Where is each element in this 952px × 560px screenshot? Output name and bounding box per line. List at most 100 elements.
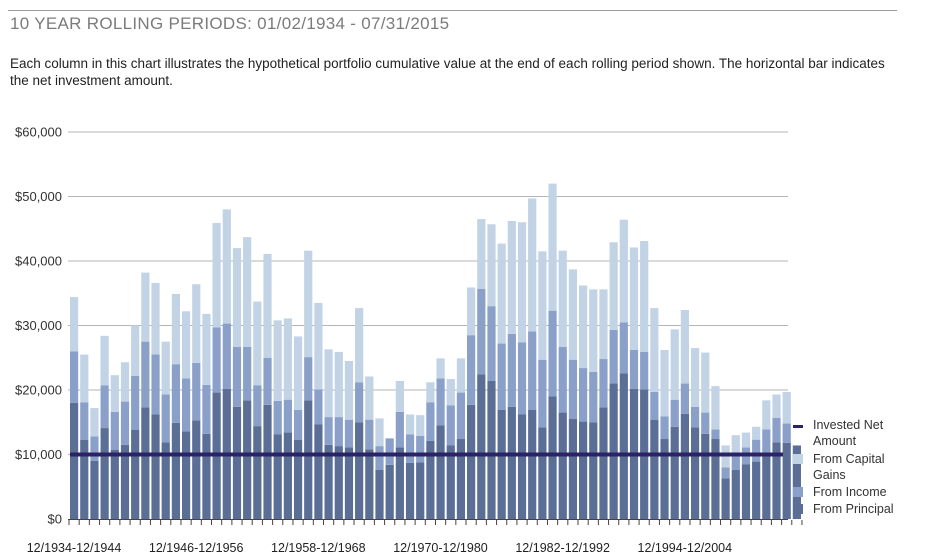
chart-title: 10 YEAR ROLLING PERIODS: 01/02/1934 - 07… <box>10 14 450 33</box>
bar-principal <box>741 464 751 519</box>
bar-income <box>548 310 557 397</box>
top-rule <box>8 10 897 11</box>
x-tick-label: 12/1946-12/1956 <box>149 541 244 555</box>
bar-principal <box>446 445 455 519</box>
bar-capital-gains <box>161 341 170 395</box>
bar-principal <box>772 442 781 519</box>
x-tick-label: 12/1994-12/2004 <box>638 541 733 555</box>
bar-principal <box>192 420 201 519</box>
bar-capital-gains <box>355 308 364 383</box>
bar-capital-gains <box>395 380 404 412</box>
bar-principal <box>253 426 262 519</box>
bar-income <box>355 382 364 423</box>
bar-income <box>711 429 720 440</box>
bar-capital-gains <box>232 248 242 347</box>
bar-capital-gains <box>405 414 415 435</box>
bar-capital-gains <box>80 354 89 403</box>
bar-income <box>701 412 710 434</box>
bar-income <box>467 335 476 405</box>
bar-capital-gains <box>609 242 618 331</box>
bar-income <box>110 411 119 450</box>
bar-income <box>324 417 333 445</box>
bar-principal <box>507 406 516 519</box>
bar-principal <box>181 431 191 519</box>
bar-principal <box>365 449 374 519</box>
bar-principal <box>90 460 99 519</box>
y-tick-label: $40,000 <box>15 254 62 269</box>
bar-principal <box>731 469 740 519</box>
bar-capital-gains <box>680 310 689 384</box>
bar-income <box>426 402 435 441</box>
x-tick-label: 12/1934-12/1944 <box>27 541 122 555</box>
bar-capital-gains <box>507 221 516 334</box>
legend-swatch <box>793 487 803 497</box>
bar-capital-gains <box>131 325 140 376</box>
bar-capital-gains <box>579 285 588 369</box>
bar-income <box>344 419 354 448</box>
bar-principal <box>721 478 730 519</box>
bar-capital-gains <box>243 237 252 347</box>
bar-capital-gains <box>446 379 455 406</box>
bar-capital-gains <box>629 247 639 351</box>
bar-income <box>579 368 588 422</box>
bar-income <box>487 306 496 381</box>
bar-principal <box>273 434 282 519</box>
bar-capital-gains <box>701 352 710 413</box>
bar-capital-gains <box>731 435 740 456</box>
bar-income <box>385 438 394 465</box>
bar-income <box>772 417 781 443</box>
bar-capital-gains <box>283 318 292 400</box>
bar-income <box>517 342 527 415</box>
bar-income <box>334 417 343 447</box>
bar-capital-gains <box>660 350 669 417</box>
bar-income <box>141 341 150 408</box>
bar-principal <box>477 374 486 519</box>
bar-income <box>293 409 303 440</box>
bar-income <box>660 416 669 440</box>
bar-capital-gains <box>416 415 425 436</box>
legend-label: From Income <box>813 485 887 499</box>
bar-income <box>680 383 689 414</box>
bar-capital-gains <box>375 418 384 447</box>
bar-capital-gains <box>782 391 791 424</box>
bar-income <box>497 343 506 410</box>
bar-capital-gains <box>640 241 649 352</box>
bar-capital-gains <box>711 386 720 430</box>
bar-capital-gains <box>110 375 119 412</box>
y-tick-label: $30,000 <box>15 318 62 333</box>
bar-capital-gains <box>568 269 578 360</box>
bar-income <box>314 389 323 425</box>
bar-income <box>283 399 292 433</box>
bar-capital-gains <box>436 358 445 379</box>
legend-swatch <box>793 425 803 428</box>
bar-principal <box>110 449 119 519</box>
bar-principal <box>599 407 608 519</box>
bar-income <box>752 439 761 462</box>
bar-capital-gains <box>212 222 221 328</box>
bar-principal <box>548 396 557 519</box>
bar-principal <box>670 426 679 519</box>
bar-income <box>212 327 221 393</box>
bar-principal <box>80 439 89 519</box>
bar-principal <box>243 400 252 519</box>
bar-income <box>181 378 191 432</box>
bar-principal <box>263 404 272 519</box>
bar-income <box>395 411 404 448</box>
bar-capital-gains <box>487 224 496 307</box>
bar-income <box>120 401 130 445</box>
bar-income <box>202 384 211 434</box>
bar-income <box>558 346 567 413</box>
bar-capital-gains <box>762 400 771 430</box>
bar-income <box>762 429 771 454</box>
bar-capital-gains <box>141 272 150 342</box>
bar-principal <box>711 439 720 519</box>
bar-capital-gains <box>599 289 608 360</box>
bar-capital-gains <box>344 360 354 420</box>
bar-income <box>538 359 547 428</box>
bar-income <box>131 375 140 430</box>
bar-capital-gains <box>752 426 761 440</box>
bar-principal <box>426 440 435 519</box>
bar-income <box>80 402 89 440</box>
bar-income <box>690 406 700 428</box>
bar-principal <box>660 439 669 519</box>
